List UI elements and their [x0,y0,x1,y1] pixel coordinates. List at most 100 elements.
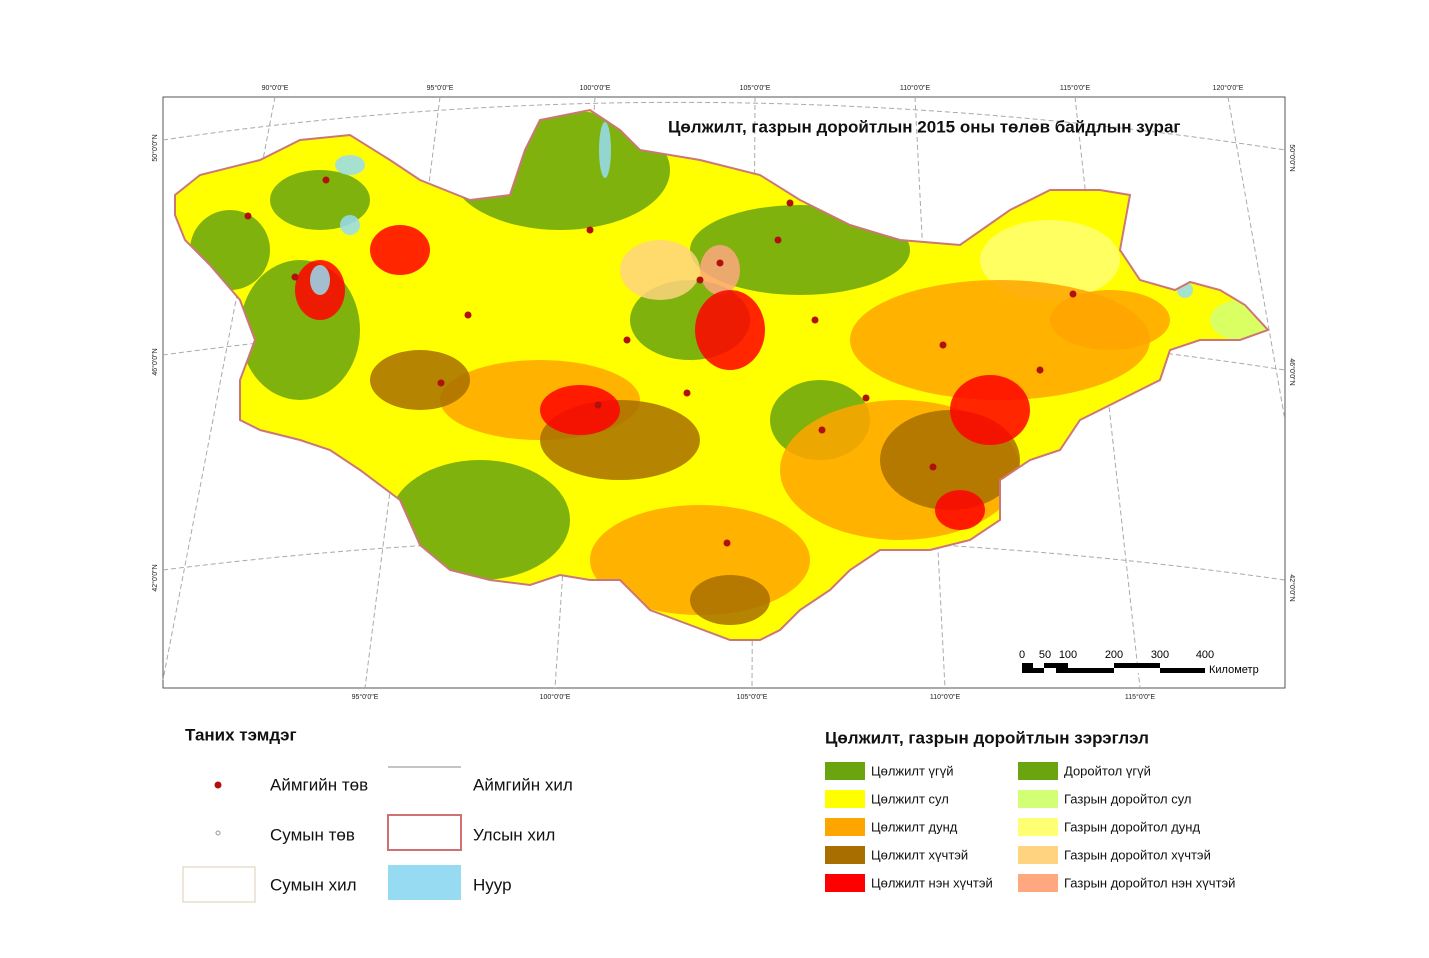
class-label: Доройтол үгүй [1064,763,1151,778]
raster-patch [270,170,370,230]
aimag-center [244,212,252,220]
graticule-label: 100°0'0"E [540,693,571,701]
legend-label: Нуур [473,875,512,894]
graticule-label: 115°0'0"E [1060,84,1091,92]
class-swatch [825,818,865,836]
aimag-center [696,276,704,284]
raster-patch [370,350,470,410]
class-swatch [1018,818,1058,836]
scale-label: 300 [1151,649,1169,661]
graticule-label: 110°0'0"E [930,693,961,701]
graticule-label: 42°0'0"N [1288,574,1296,601]
graticule-label: 105°0'0"E [737,693,768,701]
raster-patch [690,575,770,625]
aimag-center [716,259,724,267]
legend-label: Аймгийн хил [473,775,573,794]
aimag-center [322,176,330,184]
raster-patch [340,215,360,235]
class-label: Газрын доройтол хүчтэй [1064,847,1211,862]
aimag-center [1036,366,1044,374]
raster-patch [335,155,365,175]
raster-patch [390,460,570,580]
scale-bar [1022,663,1205,673]
class-swatch [1018,762,1058,780]
graticule-label: 42°0'0"N [151,564,159,591]
raster-patch [1050,290,1170,350]
graticule-label: 115°0'0"E [1125,693,1156,701]
legend-label: Сумын төв [270,825,355,844]
raster-patch [695,290,765,370]
aimag-centers [244,176,1077,547]
graticule-label: 46°0'0"N [1288,358,1296,385]
aimag-center [291,273,299,281]
graticule-label: 100°0'0"E [580,84,611,92]
graticule-label: 105°0'0"E [740,84,771,92]
class-swatch [825,790,865,808]
aimag-center [939,341,947,349]
aimag-center [683,389,691,397]
sum-symbol [215,830,221,836]
legend-title: Таних тэмдэг [185,725,297,744]
aimag-center [786,199,794,207]
graticule-label: 90°0'0"E [262,84,289,92]
class-swatch [825,846,865,864]
raster-patch [310,265,330,295]
class-swatch [825,874,865,892]
raster-patch [980,220,1120,300]
aimag-center [437,379,445,387]
legend-label: Улсын хил [473,825,555,844]
classes-title: Цөлжилт, газрын доройтлын зэрэглэл [825,728,1149,747]
graticule-label: 50°0'0"N [151,134,159,161]
class-label: Цөлжилт нэн хүчтэй [871,875,993,890]
graticule-label: 120°0'0"E [1213,84,1244,92]
aimag-center [774,236,782,244]
legend-label: Сумын хил [270,875,357,894]
class-label: Цөлжилт дунд [871,819,958,834]
scale-label: 0 [1019,649,1025,661]
scale-label: 200 [1105,649,1123,661]
raster-patch [620,240,700,300]
class-label: Газрын доройтол сул [1064,791,1192,806]
aimag-center [464,311,472,319]
state-border-symbol [387,814,462,851]
aimag-symbol [214,781,222,789]
graticule-label: 95°0'0"E [427,84,454,92]
raster-patch [540,385,620,435]
raster-patch [950,375,1030,445]
class-swatch [825,762,865,780]
aimag-center [623,336,631,344]
aimag-center [818,426,826,434]
graticule-label: 95°0'0"E [352,693,379,701]
map-title: Цөлжилт, газрын доройтлын 2015 оны төлөв… [668,117,1180,136]
graticule-label: 50°0'0"N [1288,144,1296,171]
raster-patch [370,225,430,275]
class-label: Цөлжилт үгүй [871,763,954,778]
scale-label: 100 [1059,649,1077,661]
class-label: Газрын доройтол дунд [1064,819,1200,834]
lake-symbol [388,865,461,900]
scale-label: 50 [1039,649,1051,661]
class-label: Цөлжилт сул [871,791,949,806]
raster-patch [700,245,740,295]
aimag-center [929,463,937,471]
aimag-center [594,401,602,409]
class-swatch [1018,874,1058,892]
raster-patch [599,122,611,178]
sum-border-symbol [182,866,256,903]
scale-label: 400 [1196,649,1214,661]
aimag-center [586,226,594,234]
graticule-label: 46°0'0"N [151,348,159,375]
class-label: Газрын доройтол нэн хүчтэй [1064,875,1235,890]
class-label: Цөлжилт хүчтэй [871,847,968,862]
aimag-center [1069,290,1077,298]
graticule-label: 110°0'0"E [900,84,931,92]
aimag-center [723,539,731,547]
raster-patch [935,490,985,530]
class-swatch [1018,790,1058,808]
legend-label: Аймгийн төв [270,775,368,794]
scale-unit: Километр [1209,664,1259,676]
aimag-center [862,394,870,402]
class-swatch [1018,846,1058,864]
aimag-center [811,316,819,324]
